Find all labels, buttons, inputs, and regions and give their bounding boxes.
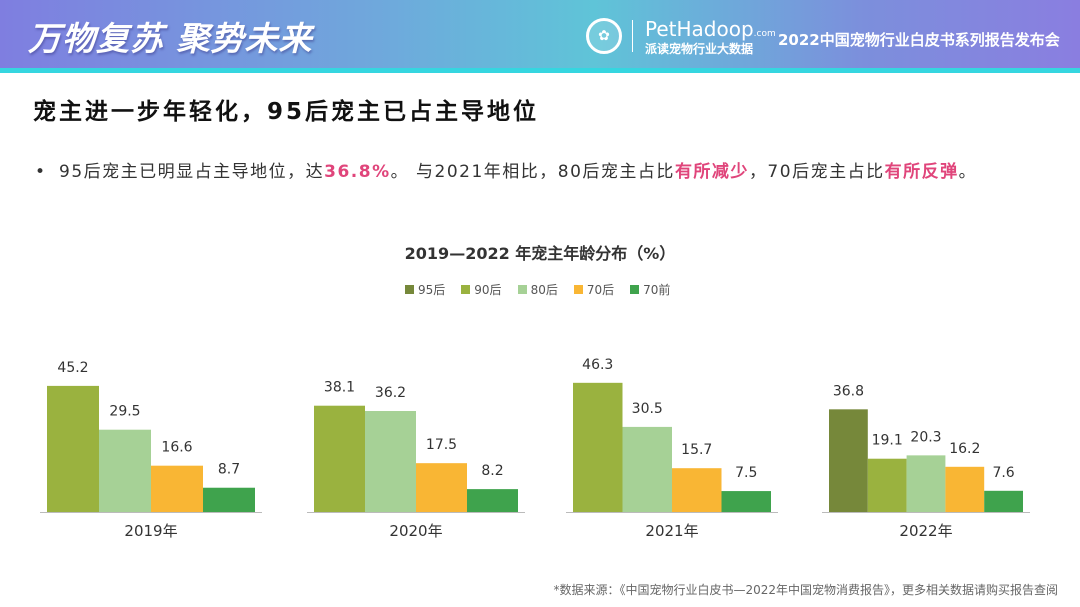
brand-name: PetHadoop.com (645, 17, 776, 41)
brand-subtitle: 派读宠物行业大数据 (645, 42, 754, 56)
data-label: 36.8 (833, 383, 864, 399)
bar-70后 (416, 463, 467, 512)
bullet-text: ，70后宠主占比 (748, 162, 885, 182)
data-label: 30.5 (632, 401, 663, 417)
x-tick-label: 2021年 (645, 522, 698, 540)
page-title: 宠主进一步年轻化，95后宠主已占主导地位 (33, 99, 540, 125)
bar-80后 (99, 429, 151, 512)
event-title: 2022中国宠物行业白皮书系列报告发布会 (778, 31, 1060, 49)
legend-swatch (405, 285, 414, 294)
data-label: 45.2 (57, 360, 88, 376)
legend-swatch (517, 285, 527, 294)
legend-label: 70后 (586, 283, 615, 297)
legend-label: 80后 (530, 283, 558, 297)
bar-70前 (467, 489, 518, 512)
data-label: 29.5 (109, 404, 140, 420)
bar-70前 (203, 487, 255, 512)
legend-label: 90后 (474, 283, 502, 297)
data-label: 8.2 (481, 463, 503, 479)
data-label: 36.2 (375, 385, 406, 401)
data-label: 7.5 (735, 465, 757, 481)
x-tick-label: 2019年 (124, 522, 177, 540)
bullet-point: • 95后宠主已明显占主导地位，达36.8%。 与2021年相比，80后宠主占比… (35, 156, 1025, 188)
chart-title: 2019—2022 年宠主年龄分布（%） (404, 244, 676, 263)
header-stripe (0, 68, 1080, 73)
bar-90后 (314, 405, 365, 512)
chart-legend: 95后 90后 80后 70后 70前 (405, 281, 670, 298)
legend-item: 80后 (517, 281, 558, 298)
bar-80后 (906, 455, 946, 512)
data-label: 38.1 (324, 380, 355, 396)
bar-90后 (47, 385, 99, 512)
data-label: 7.6 (992, 465, 1014, 481)
data-label: 8.7 (218, 462, 240, 478)
data-label: 16.6 (161, 440, 192, 456)
bullet-dot: • (35, 162, 47, 182)
data-source-note: *数据来源：《中国宠物行业白皮书—2022年中国宠物消费报告》，更多相关数据请购… (553, 583, 1058, 597)
legend-swatch (573, 285, 583, 294)
legend-item: 95后 (405, 281, 445, 298)
x-tick-label: 2020年 (389, 522, 442, 540)
legend-item: 70前 (630, 281, 670, 298)
legend-item: 90后 (461, 281, 502, 298)
bullet-text: 。 (958, 162, 978, 182)
bar-70前 (984, 490, 1023, 512)
data-label: 20.3 (910, 429, 941, 445)
data-label: 46.3 (582, 357, 613, 373)
header-banner (0, 0, 1080, 68)
bar-90后 (867, 458, 907, 512)
bullet-text: 95后宠主已明显占主导地位，达 (59, 162, 325, 182)
x-tick-label: 2022年 (899, 522, 952, 540)
pethadoop-seal-logo-icon: ✿ (586, 18, 622, 54)
logo-divider (632, 20, 633, 52)
bar-70后 (672, 468, 722, 512)
bar-80后 (365, 411, 416, 512)
bullet-text: 。 与2021年相比，80后宠主占比 (390, 162, 675, 182)
bar-80后 (622, 426, 672, 512)
legend-swatch (461, 285, 471, 294)
legend-label: 70前 (643, 283, 671, 297)
highlight-decrease: 有所减少 (674, 162, 749, 182)
data-label: 16.2 (949, 441, 980, 457)
brand-text: PetHadoop (645, 17, 754, 41)
highlight-rebound: 有所反弹 (884, 162, 959, 182)
bar-70前 (721, 491, 771, 512)
bar-95后 (829, 409, 868, 512)
legend-item: 70后 (573, 281, 615, 298)
highlight-percent: 36.8% (324, 162, 391, 182)
data-label: 17.5 (426, 437, 457, 453)
legend-label: 95后 (418, 283, 446, 297)
brand-suffix: .com (753, 29, 776, 39)
legend-swatch (630, 285, 640, 294)
data-label: 15.7 (681, 442, 712, 458)
bar-70后 (151, 465, 203, 512)
slogan: 万物复苏 聚势未来 (28, 19, 313, 58)
bar-70后 (945, 466, 985, 512)
bar-90后 (573, 382, 623, 512)
data-label: 19.1 (872, 433, 903, 449)
